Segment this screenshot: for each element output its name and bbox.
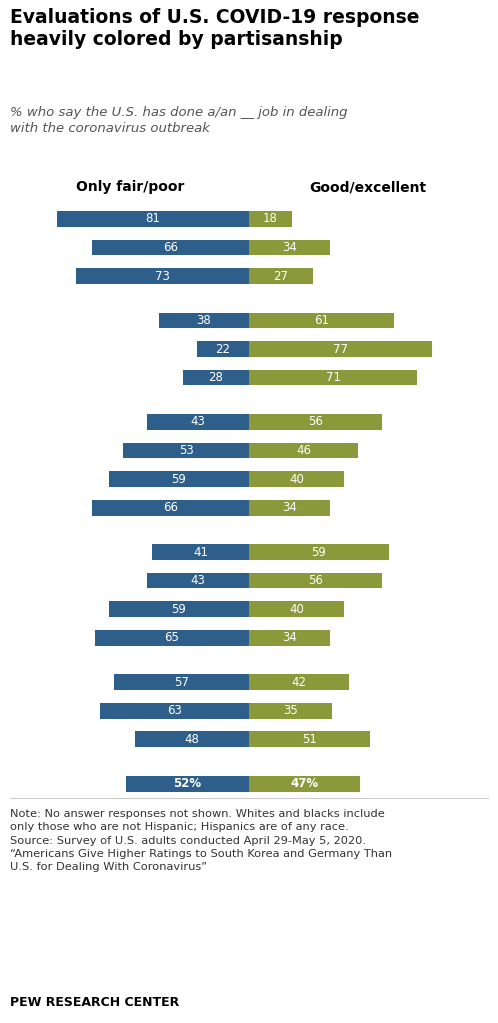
Bar: [249, 573, 382, 588]
Text: 73: 73: [155, 270, 170, 282]
Bar: [249, 602, 344, 617]
Bar: [249, 414, 382, 430]
Bar: [95, 630, 249, 646]
Text: 43: 43: [191, 574, 206, 587]
Text: 28: 28: [208, 371, 223, 384]
Bar: [152, 544, 249, 560]
Text: 35: 35: [283, 704, 298, 717]
Bar: [249, 703, 332, 718]
Bar: [249, 369, 417, 386]
Text: 40: 40: [289, 473, 304, 486]
Text: 42: 42: [291, 675, 306, 688]
Text: 40: 40: [289, 603, 304, 616]
Bar: [249, 313, 393, 328]
Bar: [109, 472, 249, 487]
Text: 66: 66: [163, 501, 178, 515]
Text: 27: 27: [273, 270, 288, 282]
Bar: [249, 211, 292, 227]
Text: 63: 63: [167, 704, 182, 717]
Text: 66: 66: [163, 241, 178, 254]
Bar: [135, 731, 249, 747]
Bar: [249, 630, 330, 646]
Text: Only fair/poor: Only fair/poor: [76, 180, 185, 194]
Bar: [93, 239, 249, 256]
Text: 56: 56: [308, 415, 323, 429]
Text: 59: 59: [172, 603, 186, 616]
Bar: [249, 239, 330, 256]
Bar: [159, 313, 249, 328]
Bar: [249, 544, 389, 560]
Text: Evaluations of U.S. COVID-19 response
heavily colored by partisanship: Evaluations of U.S. COVID-19 response he…: [10, 8, 419, 49]
Text: 71: 71: [326, 371, 341, 384]
Text: 34: 34: [282, 631, 297, 644]
Bar: [249, 268, 313, 284]
Text: 52%: 52%: [173, 777, 201, 790]
Bar: [93, 500, 249, 516]
Text: 38: 38: [197, 314, 211, 327]
Bar: [249, 443, 358, 458]
Text: PEW RESEARCH CENTER: PEW RESEARCH CENTER: [10, 996, 179, 1009]
Text: 43: 43: [191, 415, 206, 429]
Bar: [249, 775, 361, 792]
Bar: [249, 731, 370, 747]
Text: 56: 56: [308, 574, 323, 587]
Text: 34: 34: [282, 241, 297, 254]
Text: 34: 34: [282, 501, 297, 515]
Bar: [183, 369, 249, 386]
Text: 53: 53: [179, 444, 194, 457]
Text: Good/excellent: Good/excellent: [309, 180, 426, 194]
Text: 48: 48: [185, 732, 200, 746]
Bar: [100, 703, 249, 718]
Text: 41: 41: [193, 545, 208, 559]
Bar: [124, 443, 249, 458]
Bar: [249, 472, 344, 487]
Text: 77: 77: [333, 343, 348, 356]
Bar: [57, 211, 249, 227]
Text: 57: 57: [174, 675, 189, 688]
Text: 51: 51: [302, 732, 317, 746]
Text: 46: 46: [296, 444, 311, 457]
Text: 47%: 47%: [291, 777, 319, 790]
Bar: [147, 414, 249, 430]
Text: 59: 59: [172, 473, 186, 486]
Text: 59: 59: [312, 545, 326, 559]
Bar: [249, 500, 330, 516]
Text: 18: 18: [263, 213, 278, 225]
Text: 65: 65: [164, 631, 179, 644]
Text: 61: 61: [314, 314, 329, 327]
Text: Note: No answer responses not shown. Whites and blacks include
only those who ar: Note: No answer responses not shown. Whi…: [10, 809, 392, 872]
Text: % who say the U.S. has done a/an __ job in dealing
with the coronavirus outbreak: % who say the U.S. has done a/an __ job …: [10, 106, 348, 135]
Bar: [147, 573, 249, 588]
Text: 81: 81: [145, 213, 160, 225]
Bar: [76, 268, 249, 284]
Bar: [109, 602, 249, 617]
Bar: [125, 775, 249, 792]
Bar: [197, 341, 249, 357]
Text: 22: 22: [216, 343, 231, 356]
Bar: [114, 674, 249, 690]
Bar: [249, 674, 349, 690]
Bar: [249, 341, 432, 357]
